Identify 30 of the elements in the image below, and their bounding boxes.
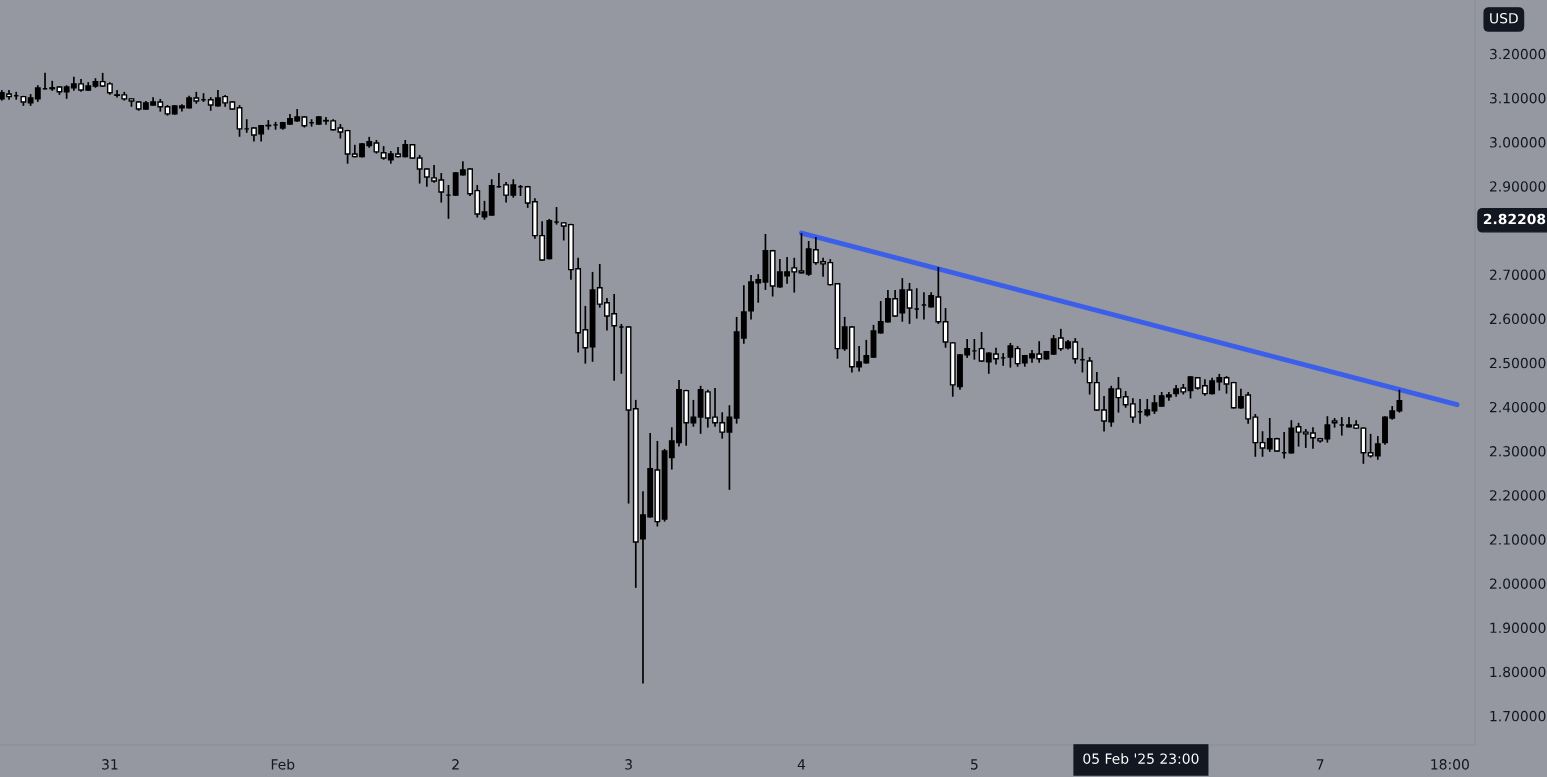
x-tick-label: 31 [102, 759, 118, 770]
x-tick-label: 2 [452, 759, 459, 770]
y-tick-label: 2.40000 [1489, 401, 1546, 413]
y-tick-label: 2.60000 [1489, 313, 1546, 325]
candlestick [1295, 422, 1302, 447]
text: USD [1490, 12, 1518, 24]
y-tick-label: 2.50000 [1489, 357, 1546, 369]
y-tick-label: 1.70000 [1490, 710, 1546, 722]
y-tick-label: 2.90000 [1489, 181, 1546, 192]
x-tick-label: Feb [271, 758, 295, 770]
y-tick-label: 1.90000 [1490, 622, 1546, 634]
y-tick-label: 3.20000 [1490, 48, 1546, 60]
text: 05 Feb '25 23:00 [1083, 753, 1199, 764]
y-tick-label: 1.80000 [1490, 666, 1546, 678]
y-tick-label: 3.00000 [1490, 137, 1546, 148]
text: 2.82208 [1483, 213, 1546, 225]
y-tick-label: 2.00000 [1489, 578, 1546, 589]
y-tick-label: 2.10000 [1489, 534, 1546, 545]
candlestick [1259, 431, 1266, 457]
x-tick-label: 5 [971, 759, 978, 770]
candlestick [49, 80, 56, 91]
candlestick [1007, 342, 1014, 368]
x-tick-label: 4 [797, 759, 806, 770]
x-tick-label: 3 [625, 759, 632, 770]
y-tick-label: 2.30000 [1489, 446, 1546, 457]
y-tick-label: 3.10000 [1490, 92, 1546, 104]
y-tick-label: 2.20000 [1489, 490, 1546, 501]
x-tick-label: 7 [1316, 759, 1324, 770]
y-tick-label: 2.70000 [1489, 269, 1546, 280]
x-tick-label: 18:00 [1431, 759, 1469, 770]
